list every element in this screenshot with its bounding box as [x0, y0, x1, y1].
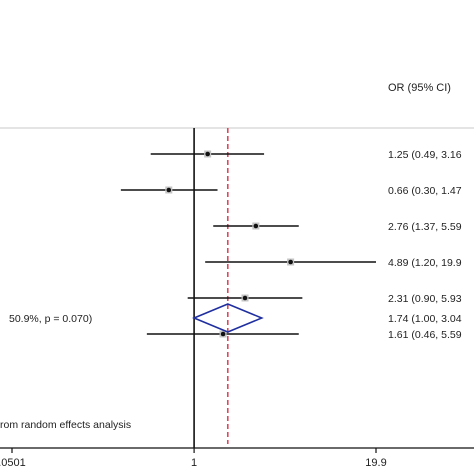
x-tick-label: 19.9: [365, 457, 386, 469]
x-tick-label: .0501: [0, 457, 26, 469]
study-estimate-label: 1.25 (0.49, 3.16: [388, 149, 462, 161]
overall-estimate-label: 1.74 (1.00, 3.04: [388, 313, 462, 325]
study-estimate-label: 2.31 (0.90, 5.93: [388, 293, 462, 305]
study-point: [166, 187, 172, 193]
x-tick-label: 1: [191, 457, 197, 469]
study-estimate-label: 4.89 (1.20, 19.9: [388, 257, 462, 269]
footnote: rom random effects analysis: [0, 419, 131, 431]
study-rows: 1.25 (0.49, 3.16 0.66 (0.30, 1.47 2.76 (1.…: [120, 149, 462, 341]
column-header-or-ci: OR (95% CI): [388, 82, 451, 94]
study-point: [205, 151, 210, 157]
overall-effect-diamond: [192, 303, 264, 333]
study-estimate-label: 2.76 (1.37, 5.59: [388, 221, 462, 233]
study-point: [220, 331, 226, 337]
study-estimate-label: 1.61 (0.46, 5.59: [388, 329, 462, 341]
study-estimate-label: 0.66 (0.30, 1.47: [388, 185, 462, 197]
heterogeneity-label: 50.9%, p = 0.070): [9, 313, 92, 325]
x-axis-ticks: .0501 1 19.9: [0, 448, 387, 469]
study-point: [242, 295, 248, 301]
study-point: [253, 223, 259, 229]
study-point: [288, 259, 293, 265]
